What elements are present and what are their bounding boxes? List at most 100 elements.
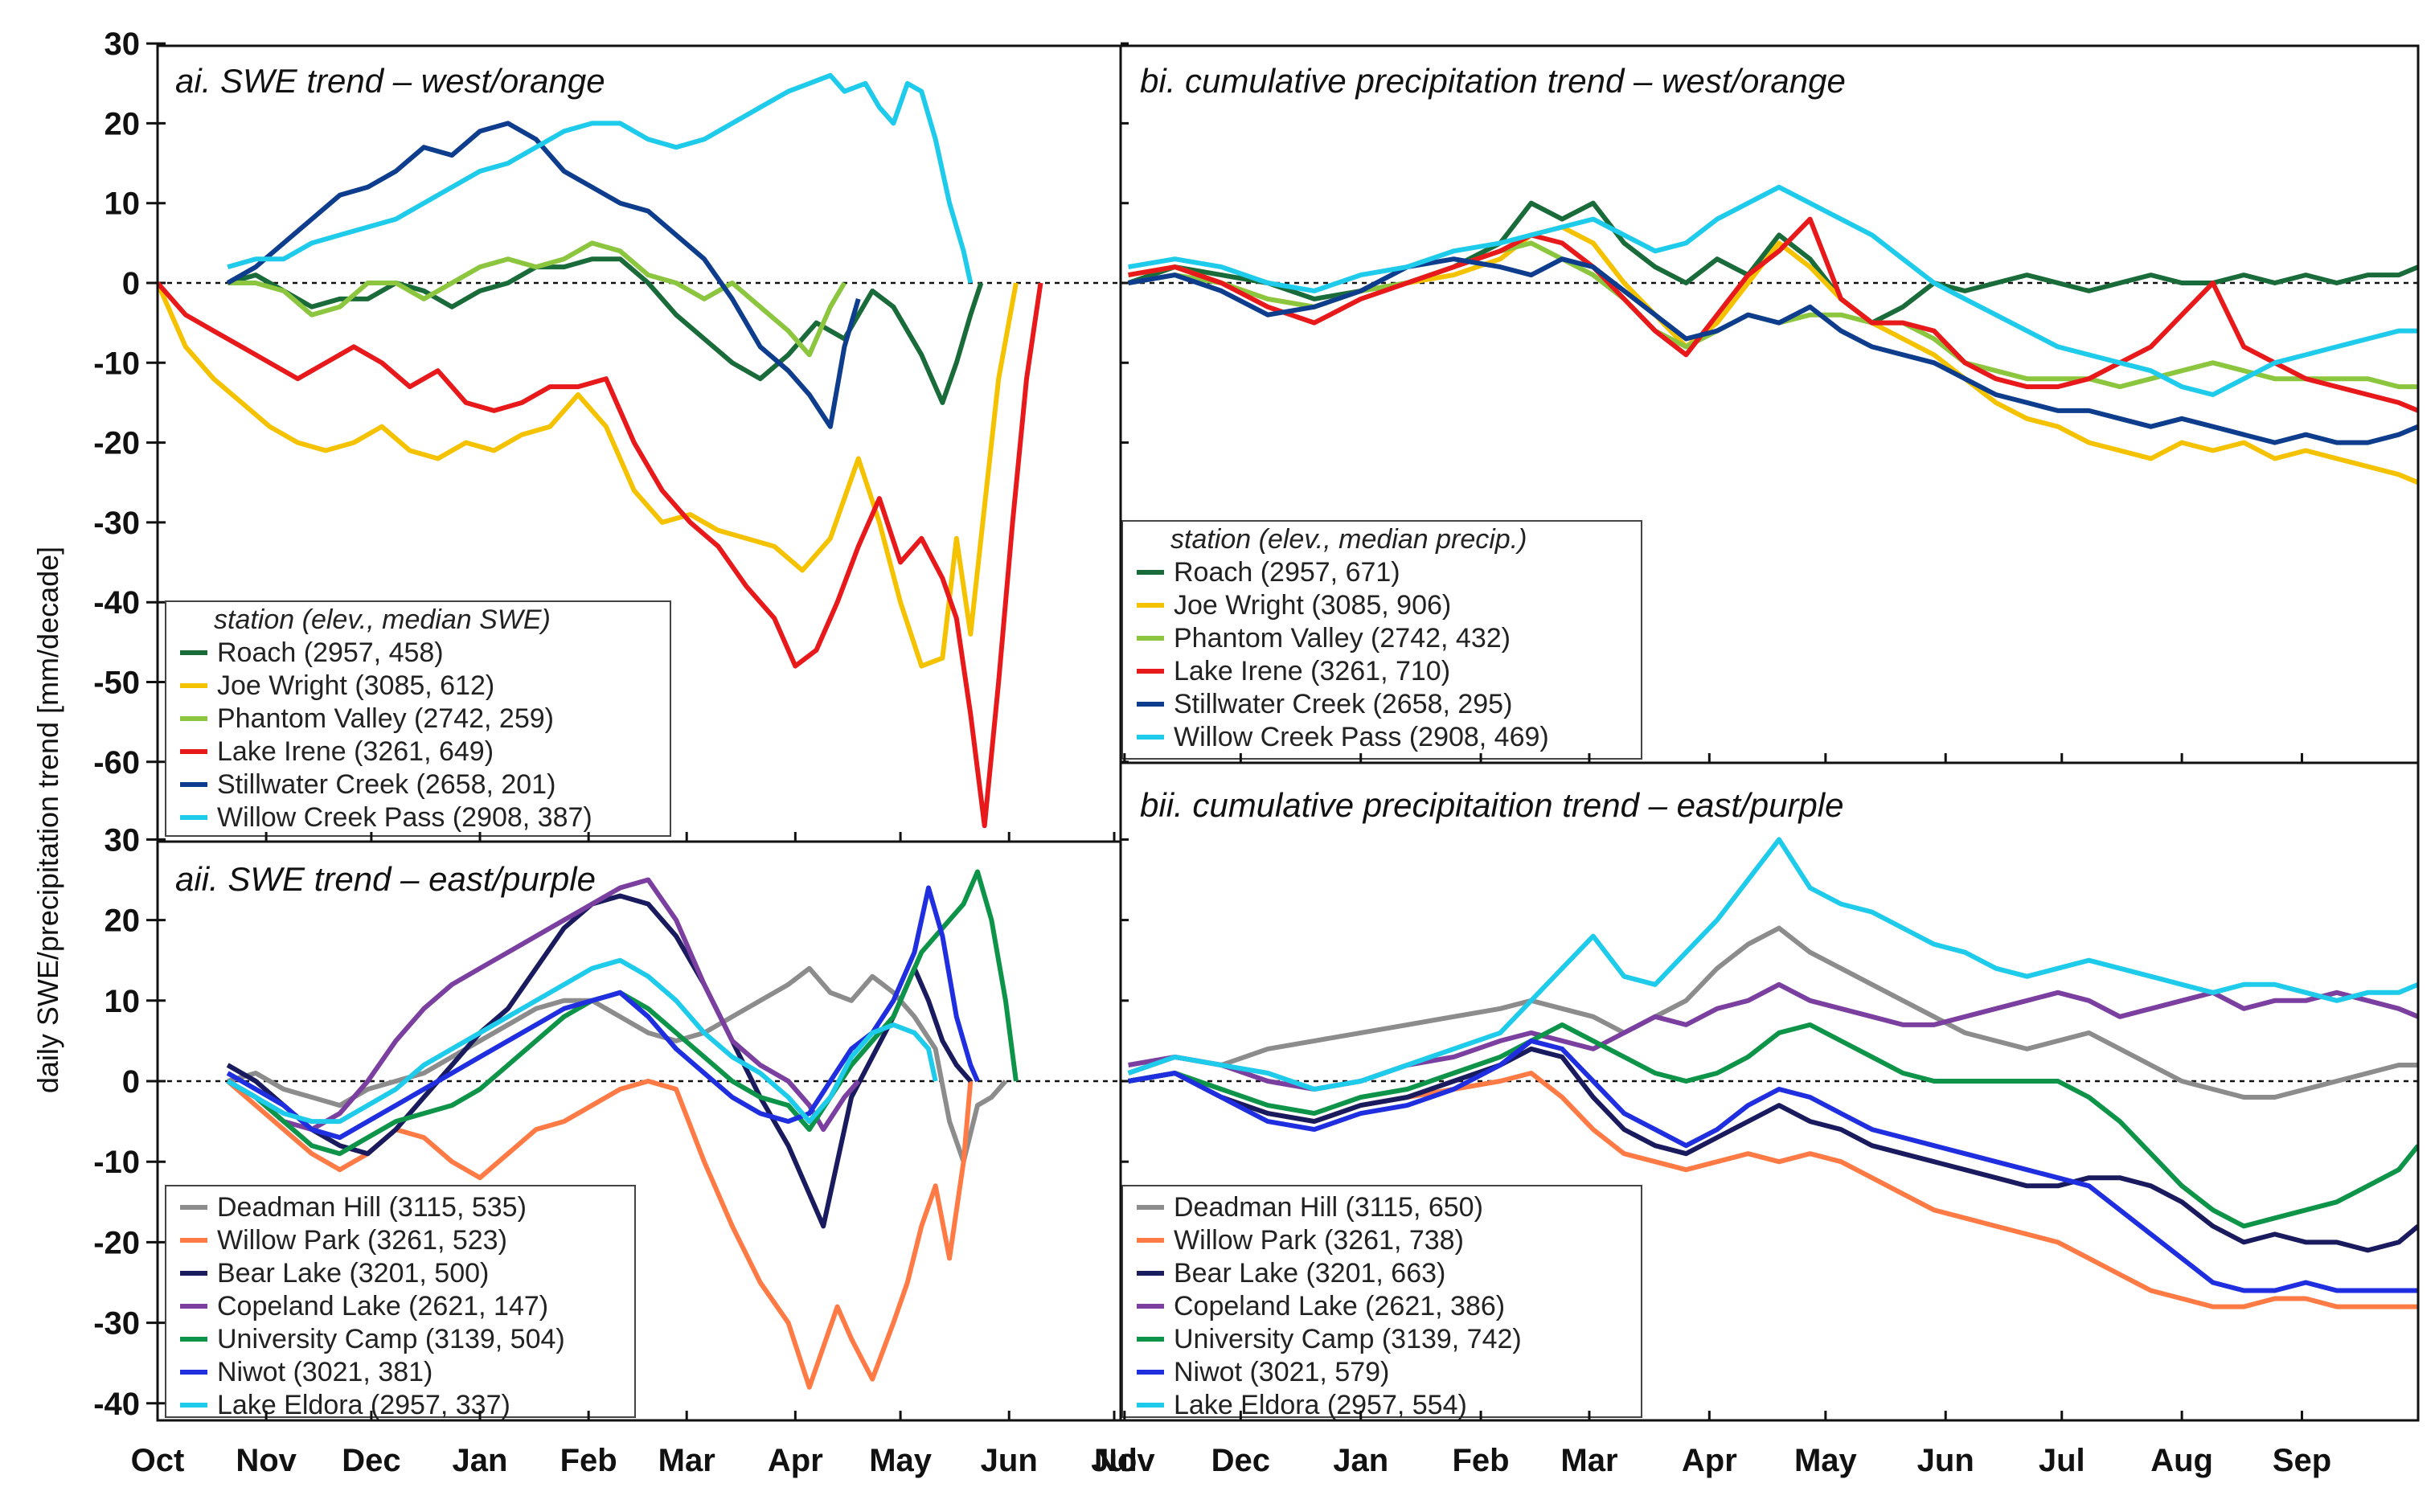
legend-entry-bear-lake: Bear Lake (3201, 663) [1174,1258,1445,1289]
x-tick-label: Jan [453,1443,508,1478]
x-tick-label: Feb [1453,1443,1510,1478]
panel-title-bii: bii. cumulative precipitaition trend – e… [1140,786,1843,824]
series-line-lake-eldora [226,957,938,1125]
legend-box [165,600,671,837]
series-line-deadman-hill [227,965,1008,1165]
legend-entry-lake-irene: Lake Irene (3261, 710) [1174,656,1450,686]
x-tick-label: Mar [1560,1443,1617,1478]
legend-bi: station (elev., median precip.)Roach (29… [1121,520,1642,760]
series-line-willow-creek-pass [227,72,974,284]
legend-title: station (elev., median SWE) [214,604,551,635]
x-tick-label: Apr [768,1443,823,1478]
x-tick-label: Dec [342,1443,400,1478]
y-axis-label: daily SWE/precipitation trend [mm/decade… [31,547,64,1093]
panel-bi: bi. cumulative precipitation trend – wes… [1121,42,2418,764]
x-axis-months-left: Oct Nov Dec Jan Feb Mar Apr May Jun Jul [131,832,1138,1478]
legend-bii: Deadman Hill (3115, 650)Willow Park (326… [1121,1185,1642,1420]
y-tick-label: -40 [93,1387,140,1422]
legend-entry-lake-eldora: Lake Eldora (2957, 554) [1174,1390,1467,1420]
legend-entry-bear-lake: Bear Lake (3201, 500) [217,1258,489,1289]
legend-entry-university-camp: University Camp (3139, 504) [217,1324,565,1354]
y-tick-label: 0 [122,266,140,301]
x-tick-label: Jan [1333,1443,1388,1478]
legend-entry-stillwater-creek: Stillwater Creek (2658, 201) [217,769,555,800]
legend-entry-willow-creek-pass: Willow Creek Pass (2908, 469) [1174,722,1549,752]
series-line-deadman-hill [1127,925,2418,1100]
legend-entry-university-camp: University Camp (3139, 742) [1174,1324,1522,1354]
series-line-roach [227,256,984,405]
panel-title-aii: aii. SWE trend – east/purple [175,860,596,898]
x-tick-label: Jul [1091,1443,1138,1478]
series-line-university-camp [1128,1022,2418,1229]
series-line-copeland-lake [226,877,861,1133]
series-line-willow-creek-pass [1128,184,2418,397]
legend-entry-deadman-hill: Deadman Hill (3115, 535) [217,1192,527,1223]
x-tick-label: Jun [981,1443,1038,1478]
legend-entry-joe-wright: Joe Wright (3085, 906) [1174,590,1451,621]
series-line-phantom-valley [228,240,847,358]
legend-entry-lake-irene: Lake Irene (3261, 649) [217,736,494,767]
legend-entry-phantom-valley: Phantom Valley (2742, 432) [1174,623,1511,654]
y-tick-label: 30 [105,27,141,62]
x-tick-label: Nov [1094,1443,1155,1478]
panel-title-bi: bi. cumulative precipitation trend – wes… [1140,62,1846,100]
legend-aii: Deadman Hill (3115, 535)Willow Park (326… [165,1185,636,1420]
legend-entry-phantom-valley: Phantom Valley (2742, 259) [217,703,554,734]
series-line-niwot [1128,1038,2418,1293]
x-tick-label: Nov [236,1443,297,1478]
y-tick-label: -10 [93,1145,140,1180]
x-tick-label: Sep [2273,1443,2331,1478]
legend-entry-willow-creek-pass: Willow Creek Pass (2908, 387) [217,802,592,833]
legend-entry-willow-park: Willow Park (3261, 523) [217,1225,507,1256]
y-tick-label: 0 [122,1064,140,1100]
y-tick-label: 10 [105,186,141,222]
legend-entry-willow-park: Willow Park (3261, 738) [1174,1225,1464,1256]
series-line-joe-wright [1128,224,2418,486]
series-line-bear-lake [1128,1046,2418,1253]
y-tick-label: 30 [105,822,141,858]
legend-entry-niwot: Niwot (3021, 579) [1174,1357,1389,1387]
legend-entry-joe-wright: Joe Wright (3085, 612) [217,670,494,701]
y-tick-label: 20 [105,904,141,939]
legend-box [165,1185,636,1418]
series-line-lake-irene [158,281,1043,829]
series-line-lake-eldora [1127,837,2418,1092]
x-tick-label: May [869,1443,933,1478]
y-tick-label: -30 [93,506,140,541]
y-tick-label: -30 [93,1306,140,1342]
series-line-stillwater-creek [1128,256,2418,445]
x-tick-label: Dec [1211,1443,1270,1478]
series-line-stillwater-creek [226,121,861,429]
y-tick-label: -60 [93,745,140,781]
y-tick-label: -50 [93,666,140,701]
legend-entry-copeland-lake: Copeland Lake (2621, 386) [1174,1291,1505,1321]
x-tick-label: Aug [2150,1443,2213,1478]
series-line-lake-irene [1128,216,2418,413]
legend-entry-stillwater-creek: Stillwater Creek (2658, 295) [1174,689,1512,719]
legend-entry-lake-eldora: Lake Eldora (2957, 337) [217,1390,510,1420]
x-tick-label: May [1794,1443,1858,1478]
x-tick-label: Oct [131,1443,185,1478]
legend-entry-roach: Roach (2957, 671) [1174,557,1400,588]
y-tick-label: 10 [105,984,141,1019]
x-tick-label: Feb [560,1443,617,1478]
y-tick-label: -20 [93,426,140,461]
series-line-bear-lake [226,893,973,1229]
y-tick-label: -40 [93,585,140,621]
x-tick-label: Apr [1682,1443,1737,1478]
panel-ai: -60 -50 -40 -30 -20 -10 0 10 20 30 ai. SWE trend –… [93,27,1121,837]
legend-entry-niwot: Niwot (3021, 381) [217,1357,432,1387]
x-tick-label: Mar [658,1443,715,1478]
series-line-willow-park [1128,1071,2418,1309]
panel-title-ai: ai. SWE trend – west/orange [175,62,605,100]
y-tick-label: -10 [93,346,140,381]
series-line-phantom-valley [1128,240,2418,390]
x-tick-label: Jul [2039,1443,2085,1478]
x-tick-label: Jun [1917,1443,1974,1478]
legend-title: station (elev., median precip.) [1170,524,1527,555]
legend-entry-deadman-hill: Deadman Hill (3115, 650) [1174,1192,1483,1223]
series-line-copeland-lake [1128,981,2418,1092]
legend-box [1121,1185,1642,1418]
panel-aii: -40 -30 -20 -10 0 10 20 30 aii. SWE trend – east… [93,822,1121,1422]
